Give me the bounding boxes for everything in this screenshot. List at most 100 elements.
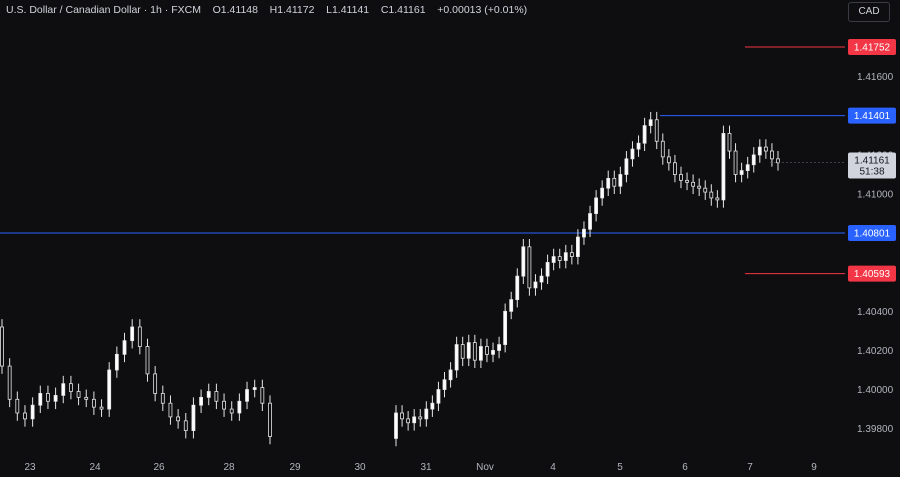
candle-body: [703, 187, 708, 193]
candle-body: [424, 408, 429, 420]
candle-body: [557, 256, 562, 261]
time-tick-label: Nov: [476, 462, 494, 473]
interval-label: 1h: [150, 4, 162, 16]
level-price-tag-label: 1.41752: [854, 43, 891, 54]
candle-body: [448, 369, 453, 381]
candle-body: [563, 252, 568, 261]
candle-body: [260, 387, 265, 404]
candle-body: [606, 177, 611, 189]
candle-body: [715, 197, 720, 201]
candle-body: [642, 125, 647, 144]
open-value: O1.41148: [212, 4, 258, 16]
candle-body: [206, 391, 211, 398]
candle-body: [551, 256, 556, 263]
symbol-name: U.S. Dollar / Canadian Dollar: [6, 4, 141, 16]
candle-body: [145, 346, 150, 375]
candle-body: [122, 340, 127, 355]
candle-body: [509, 299, 514, 312]
candle-body: [685, 179, 689, 183]
candle-body: [582, 228, 586, 238]
candle-body: [472, 342, 477, 361]
candle-body: [709, 191, 714, 199]
candle-body: [107, 369, 112, 410]
time-tick-label: 4: [550, 462, 556, 473]
low-value: L1.41141: [326, 4, 370, 16]
candle-body: [618, 174, 623, 187]
candle-body: [84, 396, 89, 400]
candle-body: [697, 185, 702, 189]
candle-body: [199, 396, 203, 406]
candle-body: [442, 379, 447, 390]
candle-body: [252, 387, 257, 390]
candle-body: [153, 373, 158, 394]
candle-body: [400, 412, 404, 420]
candle-body: [268, 402, 272, 437]
candle-body: [648, 119, 653, 127]
candle-body: [727, 133, 732, 152]
candle-body: [485, 346, 489, 355]
time-tick-label: 26: [153, 462, 165, 473]
candle-body: [666, 156, 671, 164]
candle-body: [0, 326, 4, 367]
candle-body: [168, 402, 173, 418]
candle-body: [412, 416, 417, 424]
time-axis[interactable]: 23 24 26 28 29 30 31 Nov 4 5 6 7 9: [24, 462, 817, 473]
time-tick-label: 29: [289, 462, 301, 473]
price-tick-label: 1.40400: [857, 307, 894, 318]
candle-body: [491, 350, 495, 355]
level-price-tag: [848, 107, 896, 124]
candle-body: [418, 416, 423, 420]
candle-body: [130, 326, 135, 342]
candle-body: [770, 150, 774, 160]
candle-body: [245, 389, 249, 402]
time-tick-label: 30: [354, 462, 366, 473]
current-price-label: 1.41161: [854, 156, 890, 167]
candle-body: [478, 346, 483, 361]
price-tick-label: 1.40000: [857, 385, 894, 396]
candles: [0, 111, 780, 447]
candle-body: [545, 262, 550, 277]
close-value: C1.41161: [380, 4, 426, 16]
candle-body: [679, 174, 683, 181]
candle-body: [460, 344, 465, 359]
candle-body: [497, 344, 501, 351]
price-axis[interactable]: 1.416001.412001.410001.404001.402001.400…: [857, 72, 894, 435]
candle-body: [569, 252, 574, 257]
candle-body: [636, 142, 641, 150]
candle-body: [30, 404, 35, 420]
candle-body: [214, 391, 219, 402]
level-lines: [0, 46, 845, 275]
candle-body: [466, 342, 471, 359]
price-tick-label: 1.41600: [857, 72, 894, 83]
time-tick-label: 31: [420, 462, 432, 473]
candle-body: [176, 416, 181, 422]
level-price-tag: [848, 39, 896, 56]
chart-legend: U.S. Dollar / Canadian Dollar · 1h · FXC…: [6, 4, 528, 16]
candle-body: [436, 389, 441, 404]
candle-body: [733, 150, 738, 175]
level-price-tag-label: 1.40801: [854, 228, 891, 239]
candle-body: [222, 400, 226, 410]
level-price-tag-label: 1.40593: [854, 269, 891, 280]
candle-body: [576, 236, 580, 257]
candle-body: [137, 326, 142, 347]
candle-body: [515, 275, 520, 301]
candle-body: [53, 394, 58, 402]
candle-body: [745, 164, 750, 171]
candle-body: [430, 402, 435, 410]
candle-body: [521, 246, 526, 277]
high-value: H1.41172: [269, 4, 315, 16]
time-tick-label: 5: [617, 462, 623, 473]
candle-body: [660, 140, 665, 158]
candle-body: [191, 404, 196, 431]
candle-body: [99, 406, 104, 410]
time-tick-label: 6: [682, 462, 688, 473]
currency-button[interactable]: CAD: [848, 2, 890, 22]
candle-body: [183, 420, 188, 431]
price-tick-label: 1.40200: [857, 346, 894, 357]
candle-body: [673, 162, 677, 175]
candle-body: [15, 398, 20, 414]
price-tick-label: 1.39800: [857, 424, 894, 435]
